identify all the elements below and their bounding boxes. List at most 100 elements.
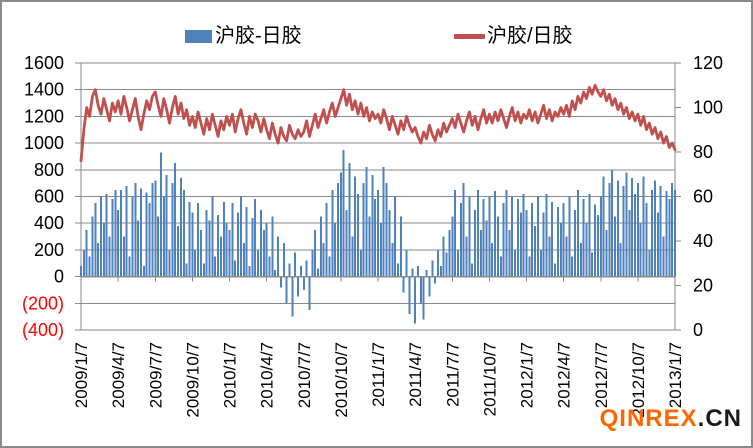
bar xyxy=(605,229,608,277)
x-axis-tick-label: 2012/1/7 xyxy=(518,342,537,408)
bar xyxy=(105,193,108,277)
bar xyxy=(391,243,394,277)
bar xyxy=(628,209,631,277)
bar xyxy=(614,216,617,277)
bar xyxy=(645,203,648,277)
bar xyxy=(482,199,485,277)
bar xyxy=(559,223,562,277)
right-axis-tick-label: 80 xyxy=(693,142,713,162)
bar xyxy=(191,212,194,277)
left-axis-tick-label: (400) xyxy=(22,320,64,340)
bar xyxy=(85,229,88,277)
bar xyxy=(174,163,177,277)
bar xyxy=(574,209,577,277)
bar xyxy=(539,249,542,277)
bar xyxy=(594,204,597,277)
bar xyxy=(568,196,571,277)
bar xyxy=(388,209,391,277)
bar xyxy=(117,209,120,277)
bar xyxy=(139,188,142,277)
right-axis-tick-label: 20 xyxy=(693,276,713,296)
bar xyxy=(634,193,637,277)
bar xyxy=(582,199,585,277)
bar xyxy=(94,203,97,277)
bar xyxy=(571,256,574,277)
bar xyxy=(228,229,231,277)
bar xyxy=(528,256,531,277)
bar xyxy=(305,260,308,277)
bar xyxy=(157,216,160,277)
bar xyxy=(279,276,282,288)
line-series-label: 沪胶/日胶 xyxy=(487,25,573,47)
right-axis-tick-label: 60 xyxy=(693,187,713,207)
bar xyxy=(148,203,151,277)
bar xyxy=(654,180,657,277)
bar xyxy=(542,212,545,277)
bar xyxy=(282,243,285,277)
bar xyxy=(631,177,634,277)
x-axis-tick-label: 2013/1/7 xyxy=(666,342,685,408)
bar xyxy=(608,183,611,277)
bar xyxy=(442,236,445,277)
bar xyxy=(348,163,351,277)
bar xyxy=(405,249,408,277)
bar xyxy=(319,216,322,277)
bar xyxy=(368,216,371,277)
bar xyxy=(311,249,314,277)
bar xyxy=(434,276,437,284)
x-axis-tick-label: 2010/4/7 xyxy=(258,342,277,408)
x-axis-tick-label: 2009/7/7 xyxy=(146,342,165,408)
bar xyxy=(257,249,260,277)
bar xyxy=(137,220,140,277)
bar xyxy=(456,249,459,277)
bar xyxy=(474,209,477,277)
bar xyxy=(639,223,642,277)
bar xyxy=(648,249,651,277)
bar xyxy=(277,236,280,277)
watermark-suffix: .CN xyxy=(697,405,742,432)
bar xyxy=(671,183,674,277)
bar xyxy=(562,203,565,277)
bar xyxy=(494,191,497,277)
bar xyxy=(308,276,311,310)
right-axis-tick-label: 100 xyxy=(693,98,723,118)
bar xyxy=(331,189,334,277)
bar xyxy=(325,203,328,277)
x-axis-tick-label: 2010/10/7 xyxy=(332,342,351,418)
bar xyxy=(599,196,602,277)
bar xyxy=(199,229,202,277)
legend-item-bar: 沪胶-日胶 xyxy=(185,26,302,46)
bar xyxy=(665,191,668,277)
bar xyxy=(365,167,368,277)
bar xyxy=(602,176,605,277)
bar xyxy=(328,256,331,277)
bar xyxy=(625,172,628,277)
bar xyxy=(522,193,525,277)
bar xyxy=(214,256,217,277)
bar xyxy=(651,189,654,277)
bar xyxy=(205,209,208,277)
bar xyxy=(194,249,197,277)
bar xyxy=(674,189,676,277)
bar xyxy=(345,209,348,277)
bar xyxy=(251,217,254,277)
bar xyxy=(245,207,248,277)
bar xyxy=(382,167,385,277)
x-axis-tick-label: 2011/4/7 xyxy=(406,342,425,407)
bar xyxy=(579,243,582,277)
bar xyxy=(285,276,288,304)
bar xyxy=(616,180,619,277)
bar xyxy=(122,236,125,277)
bar xyxy=(425,269,428,277)
bar-series-label: 沪胶-日胶 xyxy=(215,25,302,47)
bar xyxy=(259,209,262,277)
bar xyxy=(554,263,557,277)
bar xyxy=(454,189,457,277)
x-axis-tick-label: 2011/1/7 xyxy=(369,342,388,407)
bar xyxy=(239,196,242,277)
left-axis-tick-label: 400 xyxy=(34,213,64,233)
x-axis-tick-label: 2011/7/7 xyxy=(443,342,462,407)
bar xyxy=(102,223,105,277)
bar xyxy=(622,185,625,277)
